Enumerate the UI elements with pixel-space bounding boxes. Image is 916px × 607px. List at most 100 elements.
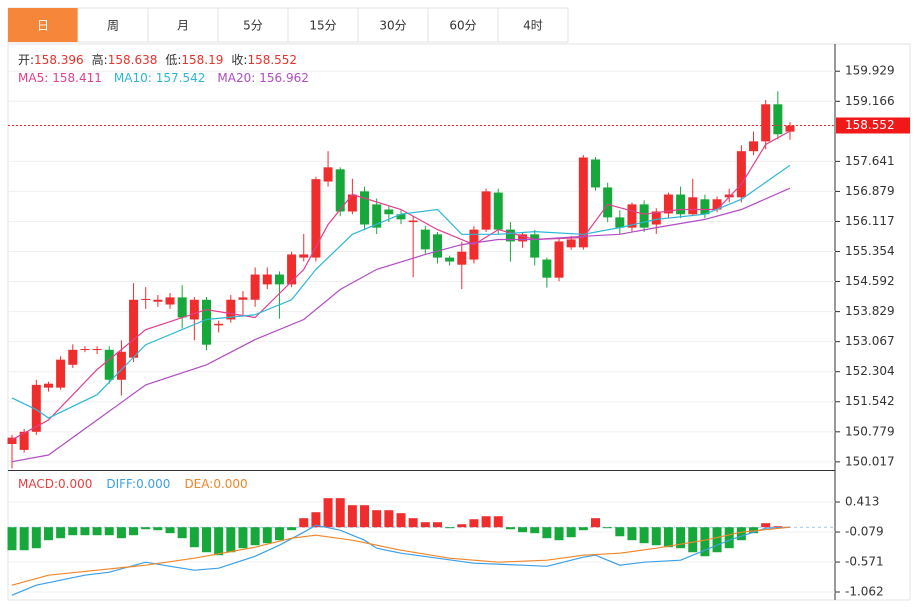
- macd-bar: [80, 527, 90, 536]
- macd-bar: [31, 527, 41, 549]
- candle-body: [651, 211, 661, 225]
- macd-bar: [469, 519, 479, 528]
- candle-body: [603, 187, 613, 218]
- candle-body: [335, 169, 345, 212]
- candle-body: [311, 179, 321, 258]
- macd-bar: [578, 527, 588, 531]
- ohlc-value: 158.638: [108, 53, 158, 67]
- macd-bar: [56, 527, 66, 539]
- indicator-line: [11, 526, 791, 586]
- macd-bar: [141, 527, 151, 530]
- tab[interactable]: 周: [107, 19, 119, 33]
- legend-name: MA20:: [217, 71, 255, 85]
- tab[interactable]: 60分: [449, 19, 476, 33]
- macd-bar: [700, 527, 710, 557]
- candle-body: [700, 199, 710, 215]
- candle-body: [457, 251, 467, 265]
- ohlc-label: 高:: [92, 52, 108, 67]
- candle-body: [591, 159, 600, 188]
- macd-bar: [481, 516, 491, 528]
- indicator-line: [11, 187, 791, 463]
- tab[interactable]: 日: [37, 19, 49, 33]
- legend-name: DEA:: [184, 477, 213, 491]
- macd-bar: [639, 527, 649, 544]
- legend-value: 0.000: [58, 477, 92, 491]
- candle-body: [566, 239, 576, 248]
- ohlc-legend: 开:158.396 高:158.638 低:158.19 收:158.552: [18, 52, 297, 67]
- candle-body: [408, 220, 418, 223]
- tab[interactable]: 5分: [243, 19, 263, 33]
- candle-body: [92, 349, 102, 351]
- macd-bar: [457, 524, 467, 528]
- candle-body: [639, 204, 649, 228]
- y-tick-label: 153.067: [845, 334, 895, 348]
- y-tick-label: 156.879: [845, 184, 895, 198]
- indicator-line: [11, 164, 791, 419]
- candle-body: [250, 274, 260, 300]
- y-tick-label: -1.062: [845, 585, 884, 599]
- candle-body: [384, 209, 394, 215]
- candle-body: [165, 297, 175, 305]
- macd-bar: [676, 527, 686, 549]
- tab[interactable]: 月: [177, 19, 189, 33]
- chart-frame: [7, 43, 911, 601]
- ohlc-label: 收:: [231, 53, 247, 67]
- candle-body: [749, 141, 759, 152]
- candle-body: [542, 259, 552, 278]
- candle-body: [7, 437, 17, 444]
- macd-bar: [530, 527, 540, 534]
- macd-bar: [396, 513, 406, 528]
- y-tick-label: 156.117: [845, 214, 895, 228]
- candle-body: [420, 229, 430, 250]
- macd-bar: [129, 527, 139, 536]
- ohlc-value: 158.19: [181, 53, 223, 67]
- legend-value: 158.411: [52, 71, 102, 85]
- macd-bar: [627, 527, 637, 541]
- macd-bar: [372, 510, 382, 528]
- y-tick-label: -0.079: [845, 525, 884, 539]
- macd-bar: [92, 527, 102, 536]
- candle-body: [31, 384, 41, 432]
- y-tick-label: 159.166: [845, 94, 895, 108]
- macd-bar: [736, 527, 746, 541]
- macd-bar: [68, 527, 78, 536]
- macd-bar: [19, 527, 29, 551]
- tab[interactable]: 15分: [309, 19, 336, 33]
- candle-body: [274, 274, 284, 285]
- y-tick-label: 152.304: [845, 364, 895, 378]
- y-tick-label: 154.592: [845, 274, 895, 288]
- tab[interactable]: 30分: [379, 19, 406, 33]
- macd-bar: [189, 527, 199, 548]
- macd-legend: MACD:0.000 DIFF:0.000 DEA:0.000: [18, 477, 248, 491]
- candle-body: [104, 349, 114, 380]
- candle-body: [189, 299, 199, 320]
- candle-body: [214, 323, 224, 326]
- candle-body: [712, 199, 722, 210]
- macd-bar: [761, 523, 771, 528]
- macd-bar: [591, 518, 600, 528]
- macd-bar: [250, 527, 260, 546]
- macd-bar: [663, 527, 673, 548]
- macd-bar: [262, 527, 272, 544]
- macd-bar: [323, 498, 333, 528]
- candle-body: [19, 431, 29, 450]
- legend-value: 157.542: [156, 71, 206, 85]
- macd-bar: [688, 527, 698, 553]
- macd-bar: [238, 527, 248, 549]
- candle-body: [688, 197, 698, 215]
- y-tick-label: 151.542: [845, 394, 895, 408]
- tab[interactable]: 4时: [523, 19, 543, 33]
- legend-name: MA10:: [114, 71, 152, 85]
- candle-body: [116, 351, 126, 380]
- macd-bar: [420, 522, 430, 528]
- candle-body: [736, 151, 746, 198]
- legend-name: MA5:: [18, 71, 48, 85]
- macd-bar: [493, 516, 503, 528]
- macd-bar: [165, 527, 175, 534]
- legend-value: 156.962: [259, 71, 309, 85]
- macd-bar: [360, 505, 370, 528]
- candle-body: [663, 194, 673, 214]
- macd-bar: [214, 527, 224, 556]
- candle-body: [299, 254, 309, 258]
